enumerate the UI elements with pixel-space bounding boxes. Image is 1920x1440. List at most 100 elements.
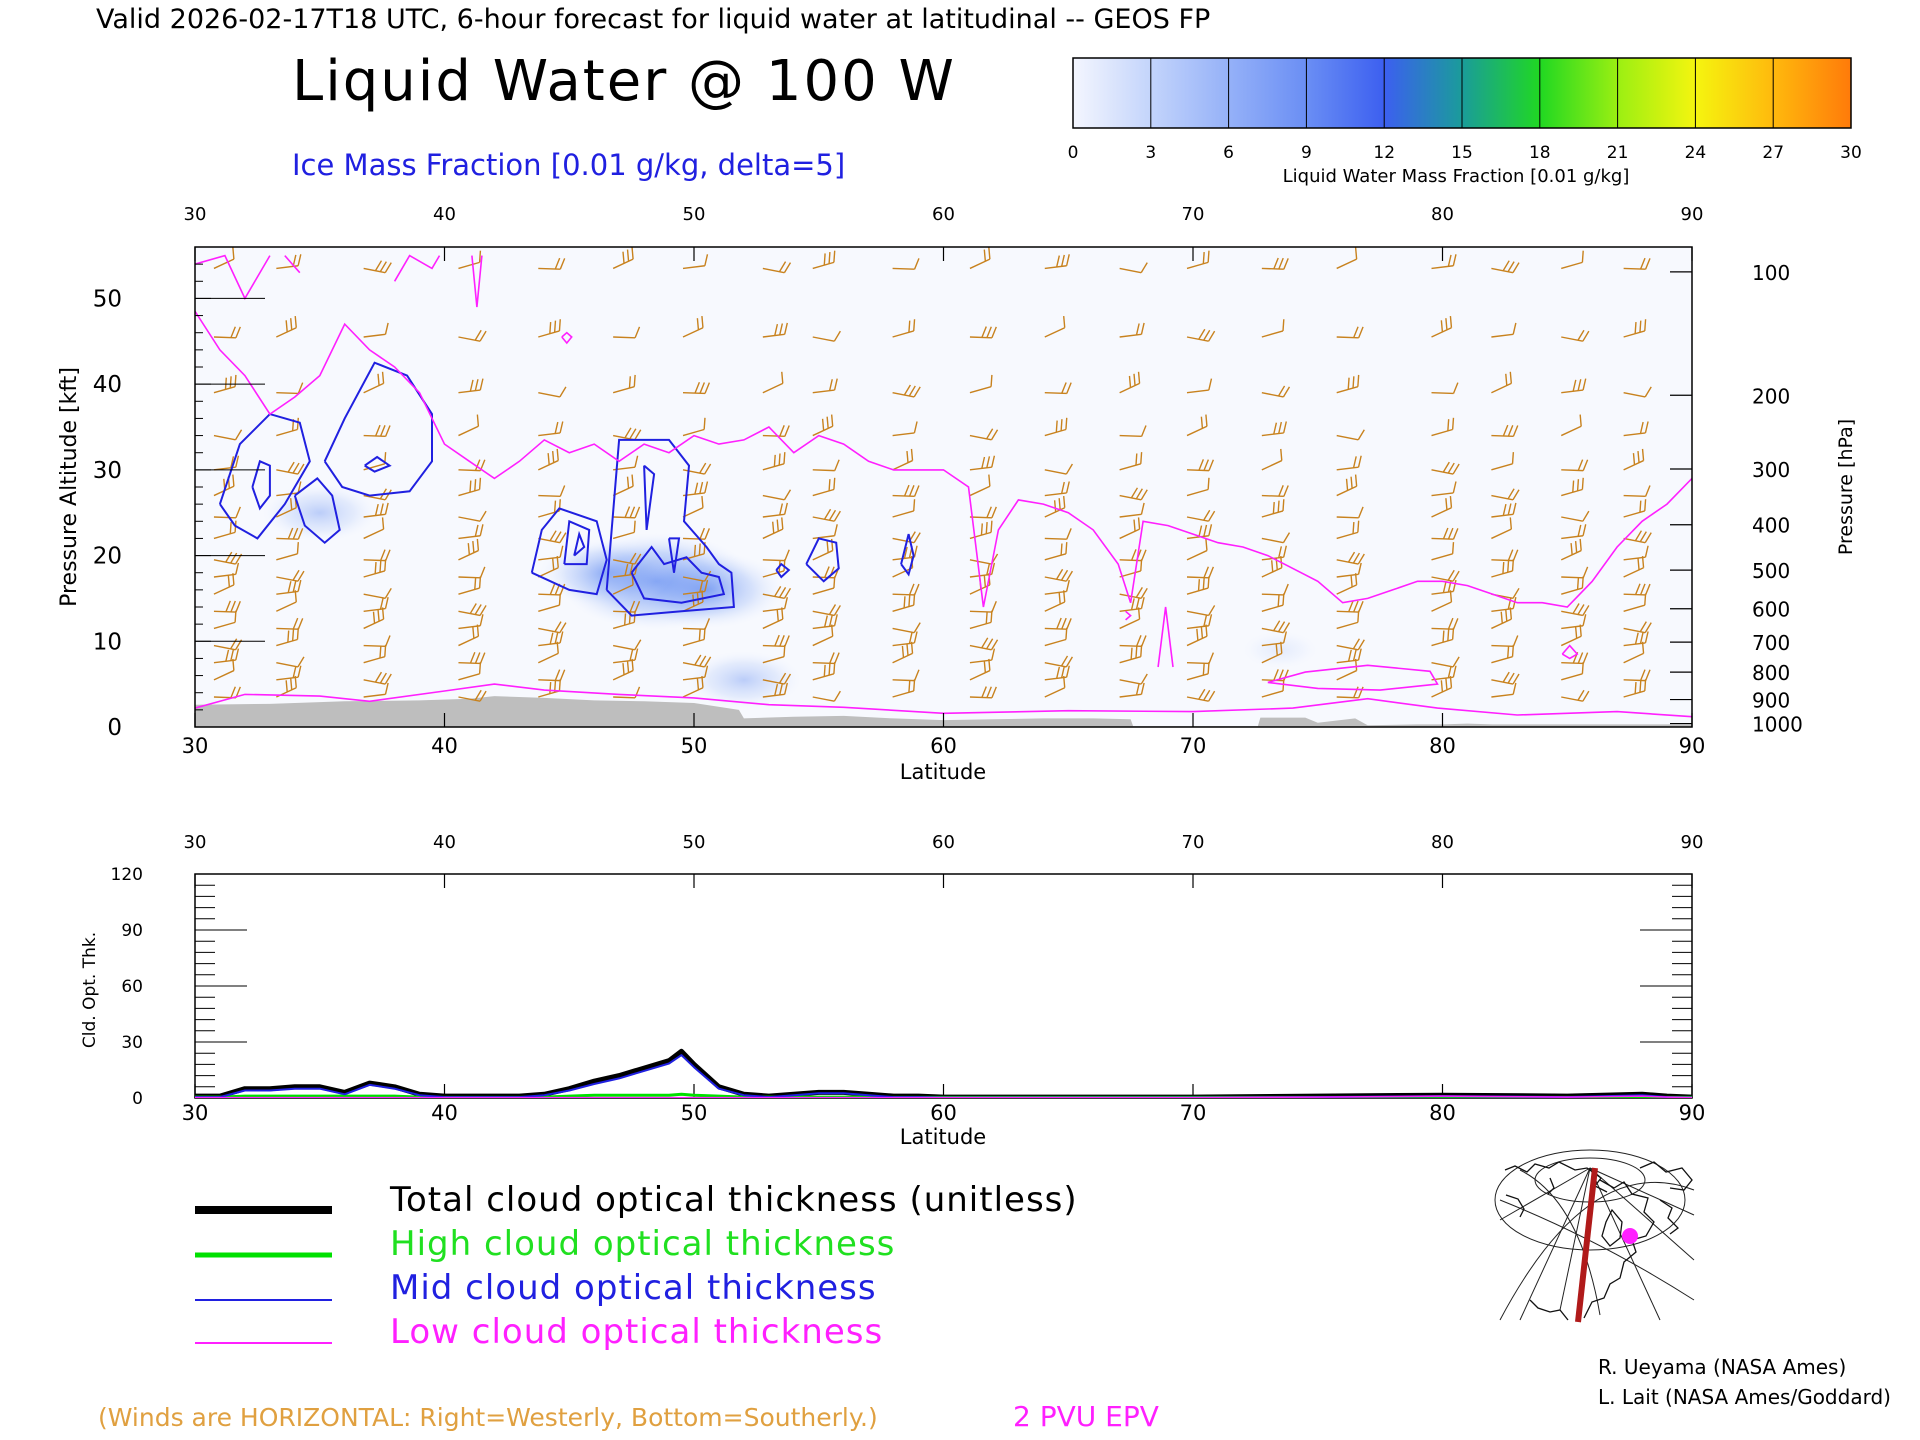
wind-barb	[612, 658, 634, 681]
wind-barb	[276, 590, 297, 612]
wind-barb	[812, 524, 838, 540]
wind-barb	[1186, 566, 1215, 579]
bottom-ylabel: Cld. Opt. Thk.	[80, 932, 100, 1048]
wind-barb	[682, 527, 711, 540]
wind-barb	[613, 552, 642, 565]
pressure-tick-label: 100	[1752, 261, 1790, 285]
wind-barb	[812, 614, 838, 630]
wind-barb	[1336, 506, 1364, 519]
wind-barb	[1560, 414, 1582, 437]
wind-barb	[1186, 477, 1210, 497]
wind-barb	[1186, 524, 1213, 540]
bottom-x-tick-label: 60	[930, 1101, 957, 1125]
wind-barb	[1186, 662, 1210, 681]
colorbar-tick-label: 30	[1840, 143, 1862, 163]
wind-barb	[213, 247, 235, 270]
wind-barb	[1261, 532, 1291, 544]
wind-barb	[458, 524, 484, 540]
wind-barb	[892, 258, 920, 270]
wind-barb	[1561, 576, 1584, 595]
wind-barb	[762, 322, 788, 338]
wind-barb	[969, 610, 993, 630]
wind-barb	[1491, 671, 1520, 685]
wind-barb	[892, 593, 916, 612]
wind-barb	[892, 622, 921, 634]
wind-barb	[682, 675, 704, 698]
bottom-x-tick-label: 90	[1679, 1101, 1706, 1125]
wind-barb	[812, 508, 841, 522]
wind-barb	[1561, 689, 1590, 702]
ice-contour	[530, 507, 608, 596]
wind-barb	[538, 448, 559, 471]
wind-barb	[1623, 679, 1647, 698]
wind-barb	[276, 382, 304, 395]
wind-barb	[1044, 665, 1070, 681]
wind-barb	[762, 672, 792, 685]
wind-barb	[969, 247, 991, 270]
wind-barb	[1623, 386, 1652, 398]
wind-barb	[1623, 448, 1645, 471]
wind-barb	[1431, 675, 1453, 698]
wind-barb	[1491, 260, 1520, 274]
wind-barb	[1336, 600, 1364, 613]
wind-barb	[1431, 542, 1455, 561]
ice-contour	[900, 533, 915, 577]
wind-barb	[1623, 631, 1649, 647]
top-y-tick-label: 50	[93, 286, 122, 312]
bottom-y-tick-label: 90	[121, 921, 143, 941]
credit-line-2: L. Lait (NASA Ames/Goddard)	[1598, 1385, 1891, 1409]
pressure-tick-label: 700	[1752, 631, 1790, 655]
pressure-tick-label: 400	[1752, 514, 1790, 538]
wind-barb	[1261, 319, 1285, 338]
wind-barb	[1186, 378, 1213, 394]
wind-barb	[762, 502, 788, 518]
ice-contour	[323, 361, 433, 497]
wind-barb	[1186, 605, 1216, 617]
wind-barb	[1431, 627, 1455, 647]
wind-barb	[969, 562, 996, 578]
wind-barb	[1491, 559, 1515, 578]
top-x-tick-label: 70	[1180, 734, 1207, 758]
wind-barb	[1261, 679, 1285, 698]
epv-contour	[1267, 664, 1439, 691]
wind-barb	[1119, 559, 1143, 578]
bottom-x-tick-label-upper: 80	[1431, 832, 1454, 853]
wind-barb	[276, 617, 304, 630]
wind-barb	[812, 250, 836, 270]
wind-barb	[1186, 576, 1210, 595]
pressure-tick-label: 300	[1752, 458, 1790, 482]
wind-barb	[276, 579, 302, 595]
terrain	[195, 696, 1692, 727]
wind-barb	[1431, 656, 1460, 668]
wind-barb	[812, 414, 834, 437]
wind-barb	[612, 520, 636, 540]
epv-legend-label: 2 PVU EPV	[1013, 1400, 1159, 1433]
optical-thickness-axes: 30 30 40 40 50 50 60 60 70 70 80 80 90 90 0 30 60 90 120	[111, 832, 1706, 1125]
top-y-tick-label: 30	[93, 458, 122, 484]
wind-barb	[1044, 382, 1072, 395]
wind-barb	[762, 634, 790, 648]
wind-barb	[682, 542, 706, 561]
pressure-tick-label: 200	[1752, 384, 1790, 408]
wind-barb	[1431, 527, 1459, 540]
colorbar-tick-label: 21	[1607, 143, 1629, 163]
liquid-water-patch	[1242, 630, 1319, 669]
wind-barb	[1623, 555, 1645, 578]
wind-barb	[363, 644, 387, 664]
ice-contour	[563, 519, 591, 566]
wind-barb	[1186, 459, 1215, 472]
colorbar-tick-label: 12	[1373, 143, 1395, 163]
wind-barb	[213, 573, 235, 595]
wind-barb	[1561, 250, 1584, 270]
location-map	[1494, 1149, 1695, 1323]
top-y-tick-label: 40	[93, 372, 122, 398]
colorbar-tick-label: 9	[1301, 143, 1312, 163]
wind-barb	[458, 614, 484, 630]
wind-barb	[1261, 448, 1283, 471]
wind-barb	[1491, 635, 1519, 648]
wind-barb	[1044, 481, 1070, 497]
wind-barb	[1336, 686, 1364, 699]
colorbar-tick-label: 24	[1685, 143, 1707, 163]
wind-barb	[538, 641, 559, 664]
top-x-tick-label-upper: 80	[1431, 204, 1454, 225]
